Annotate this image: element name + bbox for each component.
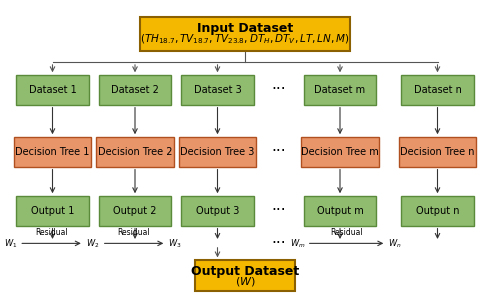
FancyBboxPatch shape	[401, 75, 474, 105]
FancyBboxPatch shape	[304, 75, 376, 105]
Text: Output n: Output n	[416, 206, 459, 216]
FancyBboxPatch shape	[16, 196, 89, 226]
Text: $W_{m}$: $W_{m}$	[290, 237, 306, 250]
Text: Decision Tree 2: Decision Tree 2	[98, 147, 172, 157]
FancyBboxPatch shape	[140, 17, 350, 51]
Text: Input Dataset: Input Dataset	[197, 22, 293, 35]
Text: Decision Tree 3: Decision Tree 3	[180, 147, 254, 157]
Text: $W_{n}$: $W_{n}$	[388, 237, 402, 250]
Text: Output 2: Output 2	[113, 206, 157, 216]
FancyBboxPatch shape	[301, 137, 379, 167]
FancyBboxPatch shape	[16, 75, 89, 105]
Text: Residual: Residual	[35, 228, 68, 237]
FancyBboxPatch shape	[304, 196, 376, 226]
Text: $(\mathit{W})$: $(\mathit{W})$	[234, 275, 256, 288]
Text: Residual: Residual	[330, 228, 363, 237]
Text: ···: ···	[272, 83, 286, 97]
FancyBboxPatch shape	[99, 75, 171, 105]
Text: ···: ···	[272, 204, 286, 218]
FancyBboxPatch shape	[179, 137, 256, 167]
Text: Output 3: Output 3	[196, 206, 239, 216]
Text: $W_{3}$: $W_{3}$	[168, 237, 182, 250]
Text: Output Dataset: Output Dataset	[191, 265, 299, 278]
Text: Decision Tree 1: Decision Tree 1	[16, 147, 90, 157]
Text: ···: ···	[272, 236, 286, 251]
FancyBboxPatch shape	[399, 137, 476, 167]
Text: Output 1: Output 1	[31, 206, 74, 216]
FancyBboxPatch shape	[99, 196, 171, 226]
FancyBboxPatch shape	[14, 137, 91, 167]
FancyBboxPatch shape	[181, 196, 254, 226]
Text: $(\mathit{TH}_{18.7}, \mathit{TV}_{18.7}, \mathit{TV}_{23.8},\mathit{DT}_{H}, \m: $(\mathit{TH}_{18.7}, \mathit{TV}_{18.7}…	[140, 32, 350, 46]
FancyBboxPatch shape	[195, 260, 295, 291]
Text: Dataset 3: Dataset 3	[194, 85, 242, 95]
Text: Dataset 2: Dataset 2	[111, 85, 159, 95]
Text: Dataset m: Dataset m	[314, 85, 366, 95]
FancyBboxPatch shape	[96, 137, 174, 167]
Text: Dataset 1: Dataset 1	[28, 85, 76, 95]
FancyBboxPatch shape	[181, 75, 254, 105]
Text: Decision Tree m: Decision Tree m	[301, 147, 379, 157]
Text: ···: ···	[272, 145, 286, 159]
Text: $W_{2}$: $W_{2}$	[86, 237, 100, 250]
Text: Output m: Output m	[316, 206, 364, 216]
Text: Decision Tree n: Decision Tree n	[400, 147, 475, 157]
Text: Dataset n: Dataset n	[414, 85, 462, 95]
Text: Residual: Residual	[118, 228, 150, 237]
Text: $W_{1}$: $W_{1}$	[4, 237, 17, 250]
FancyBboxPatch shape	[401, 196, 474, 226]
